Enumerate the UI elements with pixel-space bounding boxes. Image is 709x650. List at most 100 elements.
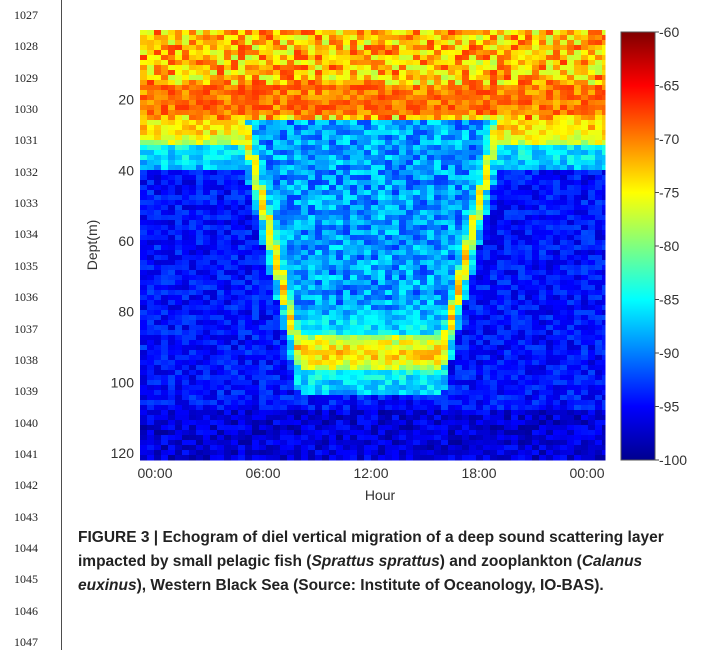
heatmap-cell — [441, 40, 449, 46]
heatmap-cell — [154, 295, 162, 301]
heatmap-cell — [203, 315, 211, 321]
heatmap-cell — [336, 220, 344, 226]
heatmap-cell — [231, 200, 239, 206]
heatmap-cell — [252, 285, 260, 291]
heatmap-cell — [490, 190, 498, 196]
heatmap-cell — [497, 245, 505, 251]
heatmap-cell — [301, 50, 309, 56]
heatmap-cell — [539, 385, 547, 391]
heatmap-cell — [259, 145, 267, 151]
heatmap-cell — [595, 55, 603, 61]
heatmap-cell — [217, 65, 225, 71]
heatmap-cell — [308, 320, 316, 326]
heatmap-cell — [427, 330, 435, 336]
heatmap-cell — [315, 130, 323, 136]
heatmap-cell — [259, 115, 267, 121]
heatmap-cell — [224, 175, 232, 181]
heatmap-cell — [574, 160, 582, 166]
heatmap-cell — [476, 115, 484, 121]
heatmap-cell — [546, 275, 554, 281]
heatmap-cell — [567, 90, 575, 96]
heatmap-cell — [308, 180, 316, 186]
heatmap-cell — [343, 180, 351, 186]
heatmap-cell — [490, 60, 498, 66]
heatmap-cell — [224, 310, 232, 316]
heatmap-cell — [217, 245, 225, 251]
heatmap-cell — [504, 365, 512, 371]
heatmap-cell — [308, 345, 316, 351]
heatmap-cell — [203, 365, 211, 371]
heatmap-cell — [462, 385, 470, 391]
heatmap-cell — [539, 365, 547, 371]
heatmap-cell — [308, 130, 316, 136]
heatmap-cell — [462, 365, 470, 371]
heatmap-cell — [245, 150, 253, 156]
heatmap-cell — [329, 265, 337, 271]
heatmap-cell — [581, 330, 589, 336]
heatmap-cell — [238, 380, 246, 386]
heatmap-cell — [266, 130, 274, 136]
heatmap-cell — [329, 225, 337, 231]
heatmap-cell — [203, 275, 211, 281]
heatmap-cell — [588, 155, 596, 161]
heatmap-cell — [490, 150, 498, 156]
heatmap-cell — [462, 300, 470, 306]
heatmap-cell — [245, 40, 253, 46]
heatmap-cell — [224, 320, 232, 326]
line-number: 1043 — [14, 509, 38, 524]
heatmap-cell — [350, 60, 358, 66]
heatmap-cell — [546, 220, 554, 226]
heatmap-cell — [588, 300, 596, 306]
heatmap-cell — [315, 315, 323, 321]
heatmap-cell — [210, 275, 218, 281]
heatmap-cell — [518, 340, 526, 346]
heatmap-cell — [343, 85, 351, 91]
heatmap-cell — [420, 100, 428, 106]
heatmap-cell — [539, 140, 547, 146]
heatmap-cell — [147, 400, 155, 406]
heatmap-cell — [546, 195, 554, 201]
heatmap-cell — [532, 65, 540, 71]
heatmap-cell — [539, 205, 547, 211]
heatmap-cell — [532, 105, 540, 111]
heatmap-cell — [413, 135, 421, 141]
heatmap-cell — [315, 215, 323, 221]
heatmap-cell — [560, 355, 568, 361]
heatmap-cell — [476, 235, 484, 241]
heatmap-cell — [140, 150, 148, 156]
heatmap-cell — [175, 90, 183, 96]
heatmap-cell — [469, 205, 477, 211]
heatmap-cell — [392, 375, 400, 381]
heatmap-cell — [364, 260, 372, 266]
heatmap-cell — [462, 250, 470, 256]
heatmap-cell — [315, 160, 323, 166]
heatmap-cell — [315, 330, 323, 336]
heatmap-cell — [350, 160, 358, 166]
heatmap-cell — [392, 285, 400, 291]
heatmap-cell — [140, 80, 148, 86]
heatmap-cell — [476, 145, 484, 151]
heatmap-cell — [217, 105, 225, 111]
heatmap-cell — [518, 370, 526, 376]
heatmap-cell — [210, 375, 218, 381]
heatmap-cell — [245, 120, 253, 126]
heatmap-cell — [546, 50, 554, 56]
heatmap-cell — [518, 270, 526, 276]
heatmap-cell — [175, 300, 183, 306]
heatmap-cell — [539, 325, 547, 331]
heatmap-cell — [189, 265, 197, 271]
heatmap-cell — [434, 320, 442, 326]
heatmap-cell — [294, 350, 302, 356]
heatmap-cell — [266, 125, 274, 131]
heatmap-cell — [231, 190, 239, 196]
heatmap-cell — [329, 220, 337, 226]
heatmap-cell — [581, 35, 589, 41]
heatmap-cell — [448, 350, 456, 356]
heatmap-cell — [469, 90, 477, 96]
heatmap-cell — [441, 170, 449, 176]
heatmap-cell — [266, 205, 274, 211]
heatmap-cell — [504, 185, 512, 191]
heatmap-cell — [266, 225, 274, 231]
heatmap-cell — [280, 140, 288, 146]
heatmap-cell — [287, 395, 295, 401]
